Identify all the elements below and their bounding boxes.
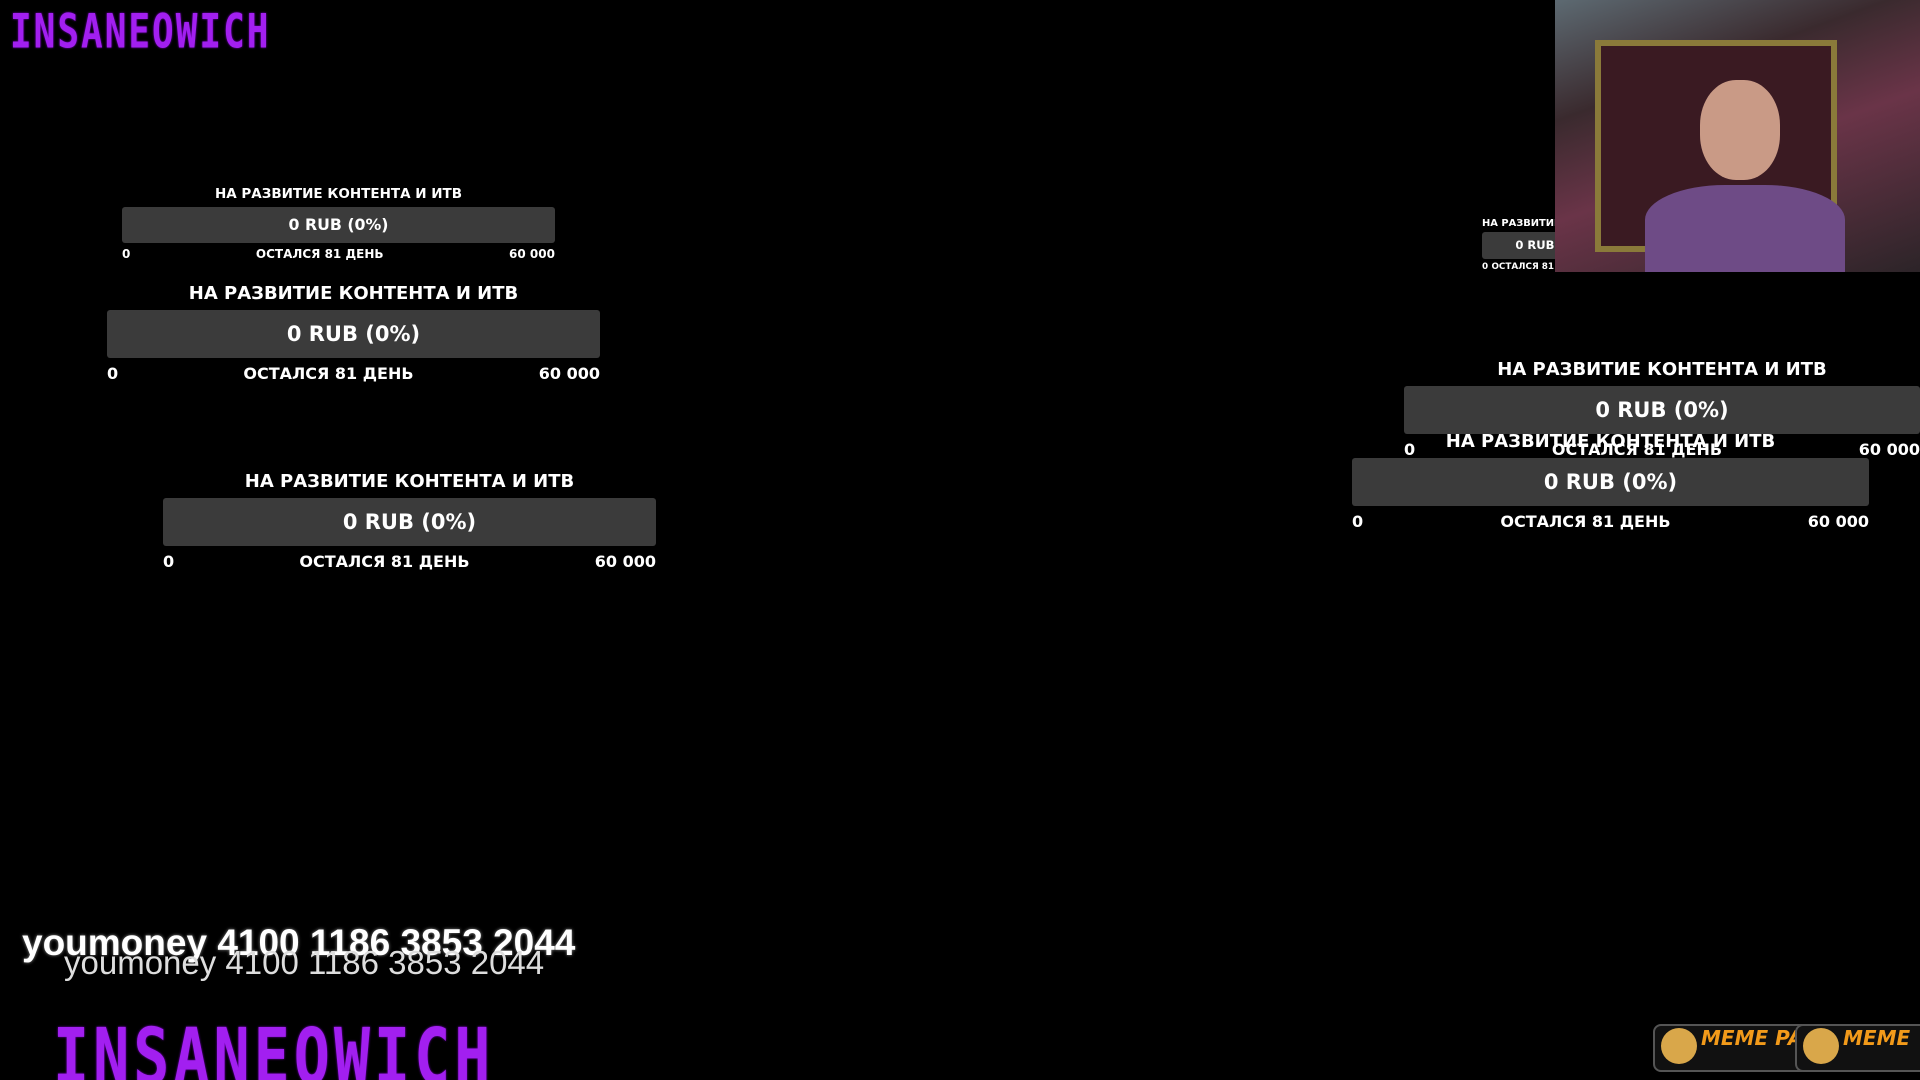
goal-remaining: ОСТАЛСЯ 81 ДЕНЬ (255, 247, 384, 261)
goal-labels: 0 ОСТАЛСЯ 81 ДЕНЬ 60 000 (1352, 512, 1869, 531)
shirt (1645, 185, 1845, 272)
goal-title: НА РАЗВИТИЕ КОНТЕНТА И ИТВ (1445, 431, 1776, 452)
meme-badge: MEME (1795, 1024, 1920, 1072)
goal-labels: 0 ОСТАЛСЯ 81 ДЕНЬ 60 000 (122, 247, 555, 261)
goal-min: 0 (122, 247, 131, 261)
top-logo: INSANEOWICH (10, 6, 271, 60)
goal-widget: НА РАЗВИТИЕ КОНТЕНТА И ИТВ 0 RUB (0%) 0 ОСТ… (107, 283, 600, 383)
goal-max: 60 000 (1807, 512, 1869, 531)
bottom-logo: INSANEOWICH (53, 1012, 495, 1080)
goal-min: 0 (1404, 440, 1416, 459)
doge-icon (1661, 1028, 1697, 1064)
goal-max: 60 000 (538, 364, 600, 383)
badge-text: MEME (1843, 1026, 1911, 1050)
goal-labels: 0 ОСТАЛСЯ 81 ДЕНЬ 60 000 (107, 364, 600, 383)
goal-remaining: ОСТАЛСЯ 81 ДЕНЬ (1551, 440, 1723, 459)
badge-text: MEME PA (1701, 1026, 1804, 1050)
doge-icon (1803, 1028, 1839, 1064)
goal-min: 0 (107, 364, 119, 383)
goal-labels: 0 ОСТАЛСЯ 81 ДЕНЬ 60 000 (1404, 440, 1920, 459)
goal-remaining: ОСТАЛСЯ 81 ДЕНЬ (299, 552, 470, 571)
goal-title: НА РАЗВИТИЕ КОНТЕНТА И ИТВ (188, 283, 519, 304)
donation-text-echo: youmoney 4100 1186 3853 2044 (64, 944, 545, 981)
goal-labels: 0 ОСТАЛСЯ 81 ДЕНЬ 60 000 (163, 552, 656, 571)
goal-widget: НА РАЗВИТИЕ КОНТЕНТА И ИТВ 0 RUB (0%) 0 ОСТ… (163, 471, 656, 571)
meme-badge: MEME PA (1653, 1024, 1813, 1072)
goal-bar: 0 RUB (0%) (163, 498, 656, 546)
face (1700, 80, 1780, 180)
goal-bar: 0 RUB (0%) (107, 310, 600, 358)
goal-title: НА РАЗВИТИЕ КОНТЕНТА И ИТВ (214, 186, 463, 202)
goal-min: 0 (1352, 512, 1364, 531)
webcam (1555, 0, 1920, 272)
goal-bar: 0 RUB (0%) (1352, 458, 1869, 506)
goal-max: 60 000 (594, 552, 656, 571)
goal-max: 60 000 (509, 247, 555, 261)
goal-remaining: ОСТАЛСЯ 81 ДЕНЬ (1500, 512, 1671, 531)
goal-title: НА РАЗВИТИЕ КОНТЕНТА И ИТВ (244, 471, 575, 492)
goal-widget: НА РАЗВИТИЕ КОНТЕНТА И ИТВ 0 RUB (0%) 0 ОСТ… (122, 186, 555, 261)
goal-bar: 0 RUB (0%) (122, 206, 555, 243)
goal-min: 0 (163, 552, 175, 571)
goal-remaining: ОСТАЛСЯ 81 ДЕНЬ (1491, 261, 1585, 272)
goal-min: 0 (1482, 261, 1489, 272)
goal-bar: 0 RUB (0%) (1404, 386, 1920, 434)
goal-max: 60 000 (1858, 440, 1920, 459)
donation-text: youmoney 4100 1186 3853 2044 (22, 922, 576, 963)
goal-remaining: ОСТАЛСЯ 81 ДЕНЬ (243, 364, 414, 383)
goal-title: НА РАЗВИТИЕ КОНТЕНТА И ИТВ (1497, 359, 1827, 380)
